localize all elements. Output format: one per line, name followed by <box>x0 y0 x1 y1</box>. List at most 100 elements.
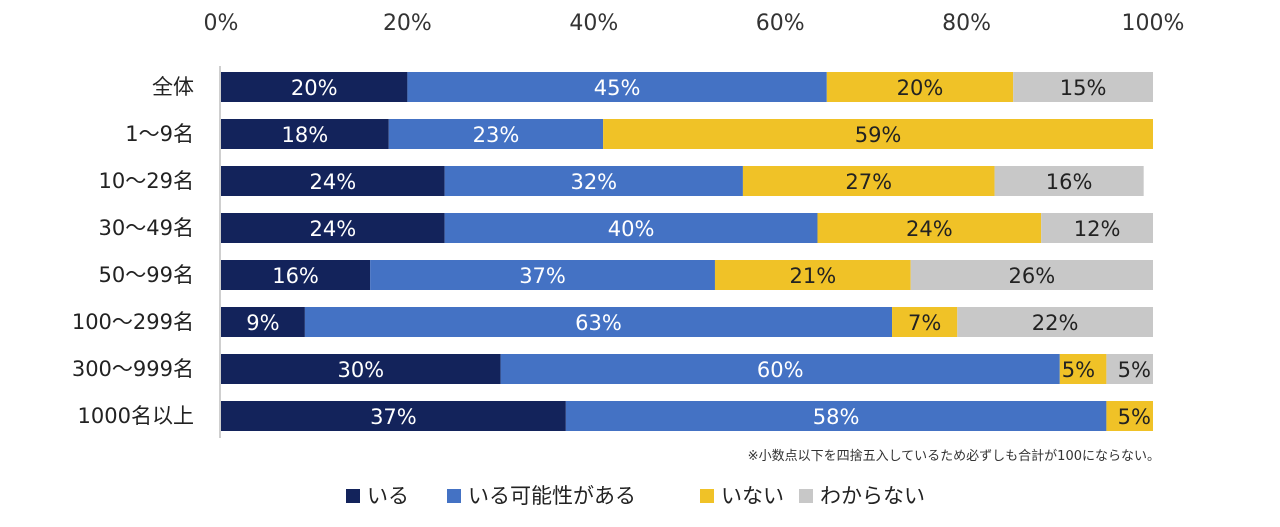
bar-segment <box>1106 354 1153 384</box>
category-label: 100～299名 <box>72 310 194 334</box>
bar-row: 37% 58% 5% <box>221 401 1153 431</box>
bar-segment <box>1106 401 1153 431</box>
x-tick-label: 60% <box>756 11 805 36</box>
data-label: 27% <box>845 170 892 194</box>
bar-segment <box>370 260 715 290</box>
data-label: 20% <box>897 76 944 100</box>
bar-row: 30% 60% 5% 5% <box>221 354 1153 384</box>
legend-item: いる <box>346 484 409 508</box>
bar-row: 16% 37% 21% 26% <box>221 260 1153 290</box>
data-label: 32% <box>570 170 617 194</box>
bar-segment <box>221 72 408 102</box>
category-label: 1000名以上 <box>78 404 194 428</box>
data-label: 58% <box>813 405 860 429</box>
bar-segment <box>1041 213 1153 243</box>
legend-swatch <box>799 489 813 503</box>
data-label: 60% <box>757 358 804 382</box>
bar-segment <box>714 260 911 290</box>
data-label: 63% <box>575 311 622 335</box>
data-label: 40% <box>608 217 655 241</box>
data-label: 22% <box>1032 311 1079 335</box>
bar-segment <box>444 213 818 243</box>
data-label: 37% <box>370 405 417 429</box>
bar-row: 24% 32% 27% 16% <box>221 166 1144 196</box>
data-label: 20% <box>291 76 338 100</box>
footnote: ※小数点以下を四捨五入しているため必ずしも合計が100にならない。 <box>748 448 1160 464</box>
data-label: 24% <box>906 217 953 241</box>
bar-row: 9% 63% 7% 22% <box>221 307 1153 337</box>
legend-swatch <box>346 489 360 503</box>
category-label: 50～99名 <box>99 263 194 287</box>
legend-label: いる <box>367 484 409 508</box>
bars: 20% 45% 20% 15%18% 23% 59%24% 32% 27% 16%24% 40% 2… <box>221 72 1153 431</box>
category-label: 300～999名 <box>72 357 194 381</box>
data-label: 9% <box>246 311 279 335</box>
data-label: 5% <box>1118 405 1151 429</box>
data-label: 21% <box>789 264 836 288</box>
bar-segment <box>826 72 1014 102</box>
data-label: 23% <box>473 123 520 147</box>
bar-segment <box>221 260 371 290</box>
bar-row: 24% 40% 24% 12% <box>221 213 1153 243</box>
bar-segment <box>500 354 1060 384</box>
legend-item: わからない <box>799 484 925 508</box>
category-labels: 全体 1～9名 10～29名 30～49名 50～99名 100～299名 300～999名… <box>72 75 194 428</box>
category-label: 全体 <box>152 75 194 99</box>
bar-row: 20% 45% 20% 15% <box>221 72 1153 102</box>
bar-segment <box>892 307 958 337</box>
data-label: 59% <box>855 123 902 147</box>
legend-label: いる可能性がある <box>468 484 636 508</box>
x-tick-label: 40% <box>569 11 618 36</box>
bar-segment <box>1059 354 1107 384</box>
category-label: 10～29名 <box>99 169 194 193</box>
bar-row: 18% 23% 59% <box>221 119 1153 149</box>
bar-segment <box>221 401 566 431</box>
bar-segment <box>388 119 604 149</box>
legend-item: いない <box>700 484 784 508</box>
data-label: 7% <box>908 311 941 335</box>
bar-segment <box>221 119 389 149</box>
category-label: 1～9名 <box>125 122 194 146</box>
x-axis-ticks: 0% 20% 40% 60% 80% 100% <box>204 11 1185 36</box>
data-label: 5% <box>1118 358 1151 382</box>
data-label: 15% <box>1060 76 1107 100</box>
data-label: 30% <box>337 358 384 382</box>
data-label: 24% <box>309 170 356 194</box>
bar-segment <box>221 307 305 337</box>
bar-segment <box>221 213 445 243</box>
data-label: 12% <box>1074 217 1121 241</box>
data-label: 16% <box>272 264 319 288</box>
legend-label: わからない <box>820 484 925 508</box>
bar-segment <box>1013 72 1153 102</box>
bar-segment <box>221 354 501 384</box>
data-label: 16% <box>1046 170 1093 194</box>
bar-segment <box>565 401 1107 431</box>
bar-segment <box>742 166 995 196</box>
bar-segment <box>910 260 1153 290</box>
data-label: 24% <box>309 217 356 241</box>
legend-swatch <box>447 489 461 503</box>
legend-label: いない <box>721 484 784 508</box>
data-label: 18% <box>282 123 329 147</box>
x-tick-label: 0% <box>204 11 239 36</box>
legend-swatch <box>700 489 714 503</box>
bar-segment <box>221 166 445 196</box>
category-label: 30～49名 <box>99 216 194 240</box>
bar-segment <box>603 119 1153 149</box>
bar-segment <box>817 213 1042 243</box>
x-tick-label: 20% <box>383 11 432 36</box>
bar-segment <box>444 166 743 196</box>
bar-segment <box>407 72 827 102</box>
bar-segment <box>304 307 893 337</box>
legend-item: いる可能性がある <box>447 484 636 508</box>
legend: いる いる可能性がある いない わからない <box>346 484 925 508</box>
x-tick-label: 80% <box>942 11 991 36</box>
data-label: 45% <box>594 76 641 100</box>
x-tick-label: 100% <box>1122 11 1185 36</box>
bar-segment <box>994 166 1144 196</box>
bar-segment <box>957 307 1153 337</box>
data-label: 5% <box>1062 358 1095 382</box>
data-label: 37% <box>519 264 566 288</box>
data-label: 26% <box>1008 264 1055 288</box>
